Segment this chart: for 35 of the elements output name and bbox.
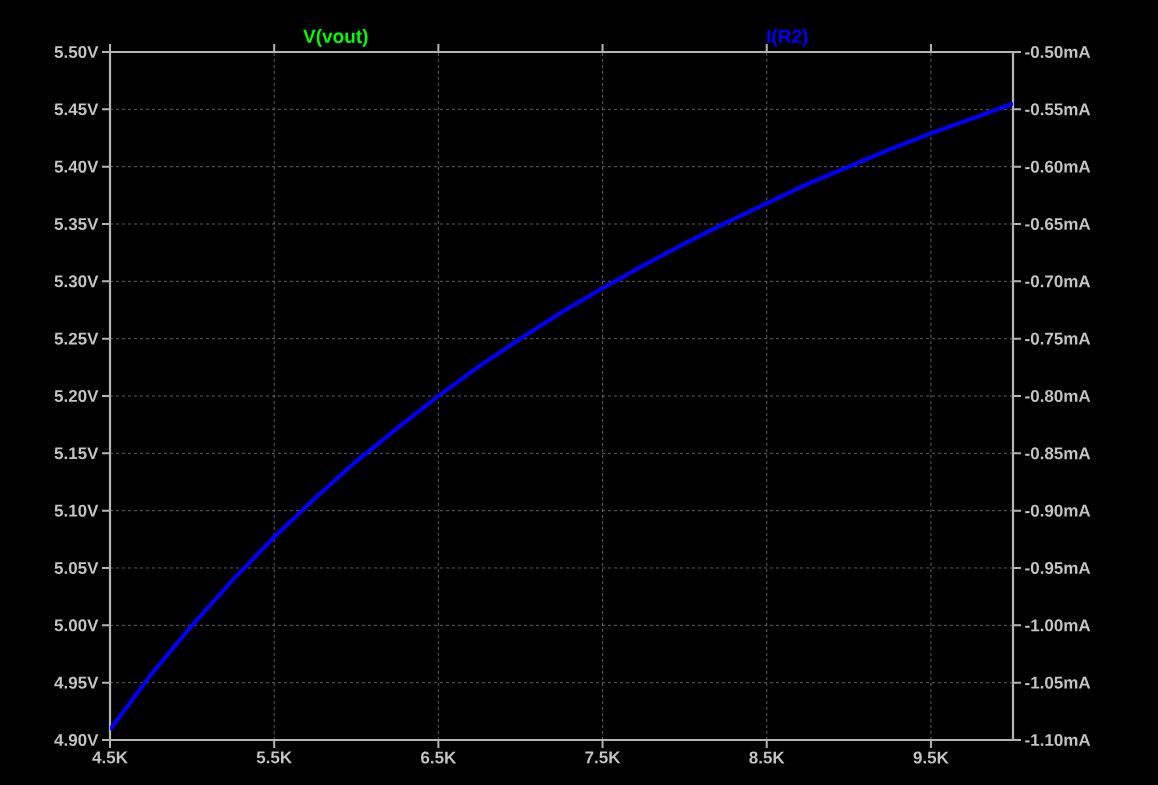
y2-tick-label: -1.00mA bbox=[1025, 619, 1091, 632]
y-tick-label: 4.90V bbox=[54, 733, 99, 747]
line-series bbox=[110, 101, 1014, 732]
y-tick-label: 5.35V bbox=[54, 217, 99, 231]
x-tick-label: 5.5K bbox=[256, 751, 292, 764]
x-tick-label: 7.5K bbox=[585, 751, 621, 764]
y-tick-label: 5.05V bbox=[54, 561, 99, 575]
y2-tick-label: -0.60mA bbox=[1025, 160, 1091, 173]
y-tick-label: 5.45V bbox=[54, 103, 99, 116]
y-axis-title: V(vout) bbox=[303, 29, 368, 47]
x-tick-label: 6.5K bbox=[421, 751, 457, 764]
y2-tick-label: -0.50mA bbox=[1025, 45, 1091, 59]
x-tick-label: 9.5K bbox=[913, 751, 949, 764]
y-tick-label: 5.25V bbox=[54, 332, 99, 345]
y2-tick-label: -1.10mA bbox=[1025, 733, 1091, 747]
y2-tick-label: -0.55mA bbox=[1025, 103, 1091, 116]
y-tick-label: 5.50V bbox=[54, 45, 99, 59]
y2-tick-label: -0.75mA bbox=[1025, 332, 1091, 345]
y-tick-label: 4.95V bbox=[54, 676, 99, 689]
y-tick-label: 5.40V bbox=[54, 160, 99, 173]
y-tick-label: 5.30V bbox=[54, 275, 99, 288]
y2-tick-label: -0.80mA bbox=[1025, 389, 1091, 403]
text: I(R2) bbox=[767, 29, 808, 47]
y-tick-label: 5.20V bbox=[54, 389, 99, 403]
y-tick-label: 5.10V bbox=[54, 504, 99, 517]
y2-tick-label: -0.85mA bbox=[1025, 447, 1091, 460]
y2-tick-label: -0.95mA bbox=[1025, 561, 1091, 575]
x-tick-label: 4.5K bbox=[92, 751, 128, 764]
y-tick-label: 5.00V bbox=[54, 619, 99, 632]
y2-tick-label: -1.05mA bbox=[1025, 676, 1091, 689]
y2-tick-label: -0.70mA bbox=[1025, 275, 1091, 288]
y2-tick-label: -0.65mA bbox=[1025, 217, 1091, 231]
x-tick-label: 8.5K bbox=[749, 751, 785, 764]
y2-tick-label: -0.90mA bbox=[1025, 504, 1091, 517]
y-tick-label: 5.15V bbox=[54, 447, 99, 460]
